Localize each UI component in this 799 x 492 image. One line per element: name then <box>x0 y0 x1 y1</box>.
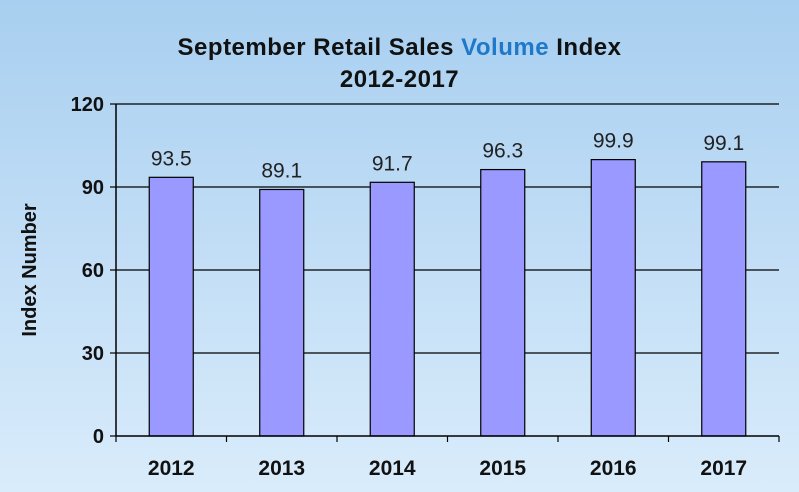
y-tick-label: 0 <box>93 426 104 448</box>
chart-title: September Retail Sales Volume Index <box>0 34 799 62</box>
chart-title-part-3: Index <box>556 34 622 61</box>
chart-title-part-1: September Retail Sales <box>177 34 454 61</box>
y-tick-label: 60 <box>82 260 104 282</box>
x-tick-label-2017: 2017 <box>700 457 747 480</box>
bar-2012 <box>148 176 194 437</box>
data-label-2016: 99.9 <box>593 130 634 153</box>
data-label-2015: 96.3 <box>482 140 523 163</box>
data-label-2017: 99.1 <box>703 132 744 155</box>
y-tick-label: 30 <box>82 343 104 365</box>
bar-2013 <box>259 188 305 437</box>
chart-title-highlight: Volume <box>461 34 550 61</box>
bar-2014 <box>369 181 415 437</box>
bar-2016 <box>590 159 636 437</box>
chart-subtitle: 2012-2017 <box>339 66 460 93</box>
y-tick-label: 90 <box>82 177 104 199</box>
x-tick-label-2014: 2014 <box>369 457 416 480</box>
y-axis-label: Index Number <box>19 203 41 337</box>
bar-2017 <box>701 161 747 437</box>
y-tick-label: 120 <box>71 94 104 116</box>
x-tick-label-2016: 2016 <box>590 457 637 480</box>
data-label-2013: 89.1 <box>261 159 302 182</box>
x-tick-label-2012: 2012 <box>148 457 195 480</box>
data-label-2012: 93.5 <box>151 147 192 170</box>
x-tick-label-2013: 2013 <box>258 457 305 480</box>
data-label-2014: 91.7 <box>372 152 413 175</box>
bar-2015 <box>480 168 526 437</box>
x-tick-label-2015: 2015 <box>479 457 526 480</box>
